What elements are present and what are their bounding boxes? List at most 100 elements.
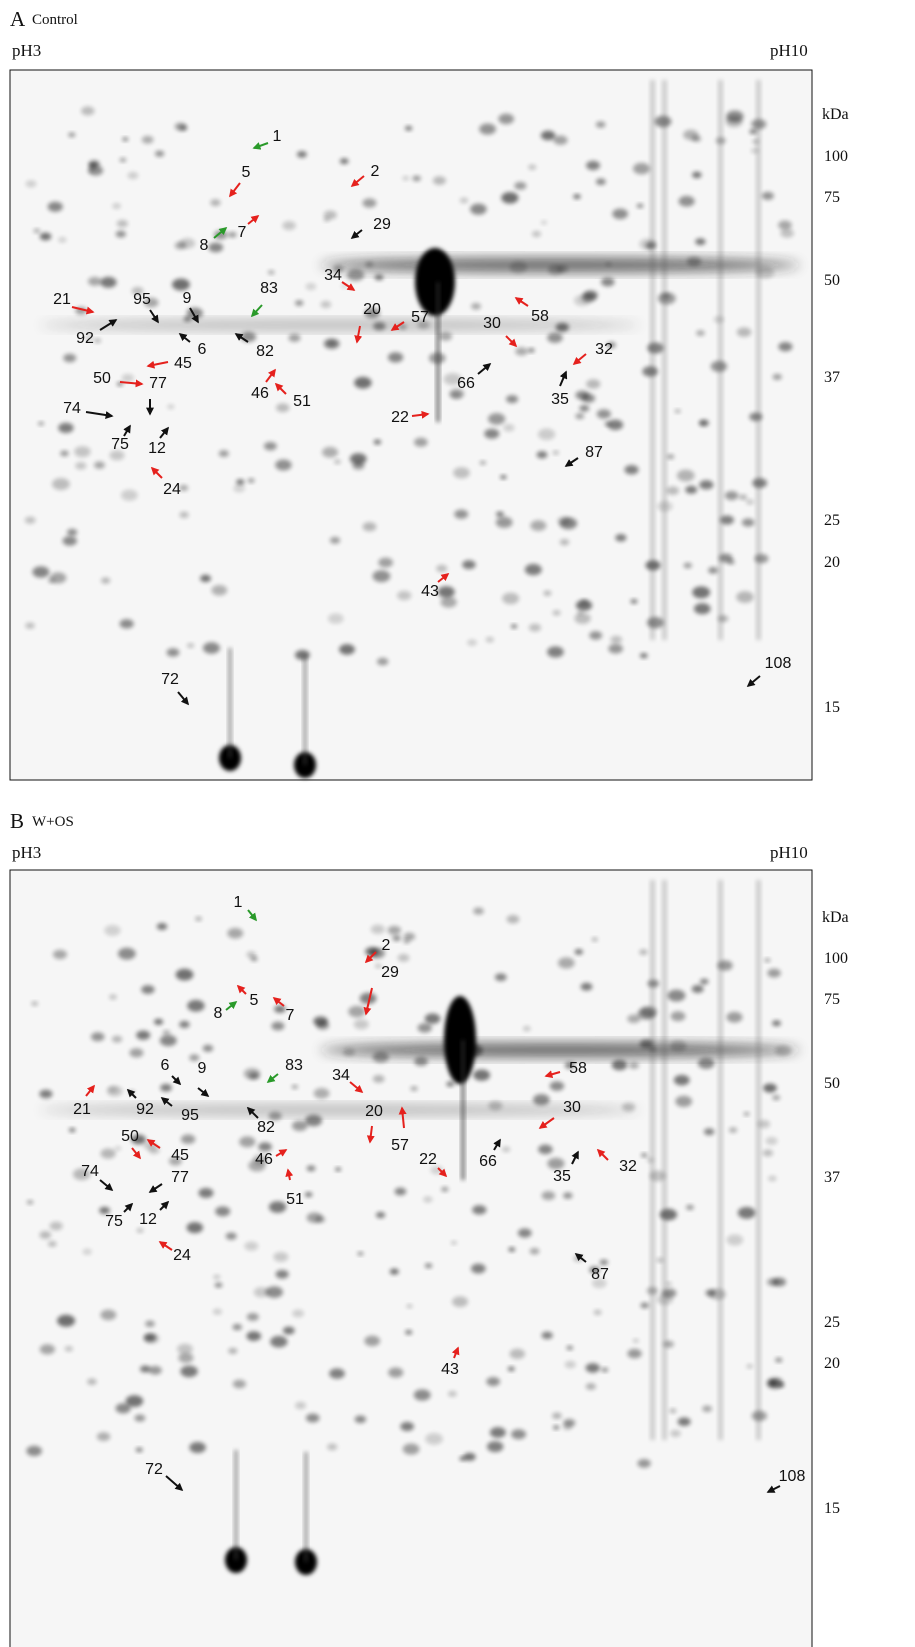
protein-spot xyxy=(232,1323,243,1331)
protein-spot xyxy=(585,1383,596,1390)
protein-spot xyxy=(121,489,138,501)
spot-label: 1 xyxy=(234,894,243,911)
protein-spot xyxy=(49,572,67,584)
protein-spot xyxy=(423,1196,433,1203)
protein-spot xyxy=(778,220,792,230)
protein-spot xyxy=(189,1054,200,1062)
major-spot xyxy=(444,996,476,1084)
spot-label: 2 xyxy=(371,163,380,180)
protein-spot xyxy=(424,1013,441,1024)
protein-spot xyxy=(596,409,611,419)
spot-arrow xyxy=(247,215,260,225)
protein-spot xyxy=(507,1366,515,1372)
protein-spot xyxy=(64,1345,74,1352)
spot-label: 8 xyxy=(214,1005,223,1022)
protein-spot xyxy=(32,566,50,578)
gel-streak xyxy=(662,80,667,640)
spot-arrow xyxy=(544,1070,561,1079)
protein-spot xyxy=(106,1085,123,1097)
protein-spot xyxy=(373,439,382,445)
protein-spot xyxy=(129,1048,144,1058)
spot-label: 83 xyxy=(260,280,278,297)
mw-marker: 50 xyxy=(824,272,840,289)
protein-spot xyxy=(726,1011,743,1023)
protein-spot xyxy=(677,1417,691,1427)
protein-spot xyxy=(58,422,74,433)
protein-spot xyxy=(575,413,585,420)
spot-arrow xyxy=(148,1183,163,1193)
spot-label: 46 xyxy=(255,1151,273,1168)
protein-spot xyxy=(313,1016,328,1027)
protein-spot xyxy=(486,1441,504,1453)
protein-spot xyxy=(606,341,616,348)
spot-label: 32 xyxy=(619,1158,637,1175)
protein-spot xyxy=(288,333,301,342)
protein-spot xyxy=(122,137,129,142)
protein-spot xyxy=(495,516,513,528)
protein-spot xyxy=(686,1204,694,1211)
gel-streak xyxy=(461,1040,465,1180)
protein-spot xyxy=(233,484,245,493)
gel-streak xyxy=(756,80,761,640)
protein-spot xyxy=(397,590,412,601)
protein-spot xyxy=(244,1241,259,1251)
spot-arrow xyxy=(150,466,163,479)
protein-spot xyxy=(540,130,556,141)
spot-arrow xyxy=(229,182,241,198)
protein-spot xyxy=(236,479,245,485)
protein-spot xyxy=(144,297,159,308)
protein-spot xyxy=(94,338,102,344)
spot-arrow xyxy=(178,333,191,343)
protein-spot xyxy=(139,1365,151,1373)
spot-arrow xyxy=(572,353,587,366)
protein-spot xyxy=(441,1186,449,1192)
protein-spot xyxy=(111,1035,123,1043)
protein-spot xyxy=(247,478,255,483)
protein-spot xyxy=(443,373,462,386)
protein-spot xyxy=(295,650,310,660)
protein-spot xyxy=(246,1331,262,1341)
protein-spot xyxy=(362,198,377,208)
gel-smear xyxy=(40,320,640,330)
protein-spot xyxy=(177,1343,193,1355)
protein-spot xyxy=(232,1379,246,1389)
protein-spot xyxy=(772,373,782,381)
spot-arrow xyxy=(493,1138,501,1151)
protein-spot xyxy=(162,1030,171,1036)
protein-spot xyxy=(348,1005,366,1018)
protein-spot xyxy=(253,1287,269,1298)
protein-spot xyxy=(114,1146,122,1151)
spot-arrow xyxy=(99,319,118,331)
protein-spot xyxy=(376,657,389,666)
gel-streak xyxy=(228,648,232,758)
protein-spot xyxy=(263,441,277,451)
protein-spot xyxy=(669,1408,677,1414)
protein-spot xyxy=(665,1281,672,1286)
protein-spot xyxy=(761,191,774,200)
protein-spot xyxy=(305,1114,323,1127)
protein-spot xyxy=(109,994,117,1000)
protein-spot xyxy=(406,1304,413,1309)
protein-spot xyxy=(243,1068,261,1080)
protein-spot xyxy=(375,1211,386,1219)
protein-spot xyxy=(275,1269,289,1279)
protein-spot xyxy=(339,644,355,655)
gel-smear xyxy=(320,1043,800,1057)
protein-spot xyxy=(595,178,606,186)
protein-spot xyxy=(691,985,704,993)
protein-spot xyxy=(200,574,212,583)
spot-arrow xyxy=(275,1149,288,1157)
protein-spot xyxy=(31,1001,39,1006)
protein-spot xyxy=(484,428,500,439)
protein-spot xyxy=(708,567,719,574)
spot-arrow xyxy=(158,1241,173,1251)
protein-spot xyxy=(471,303,481,310)
protein-spot xyxy=(601,1367,609,1373)
spot-arrow xyxy=(596,1148,609,1161)
protein-spot xyxy=(764,958,771,963)
protein-spot xyxy=(372,570,391,583)
spot-arrow xyxy=(564,457,579,467)
protein-spot xyxy=(354,376,372,389)
protein-spot xyxy=(633,162,651,175)
